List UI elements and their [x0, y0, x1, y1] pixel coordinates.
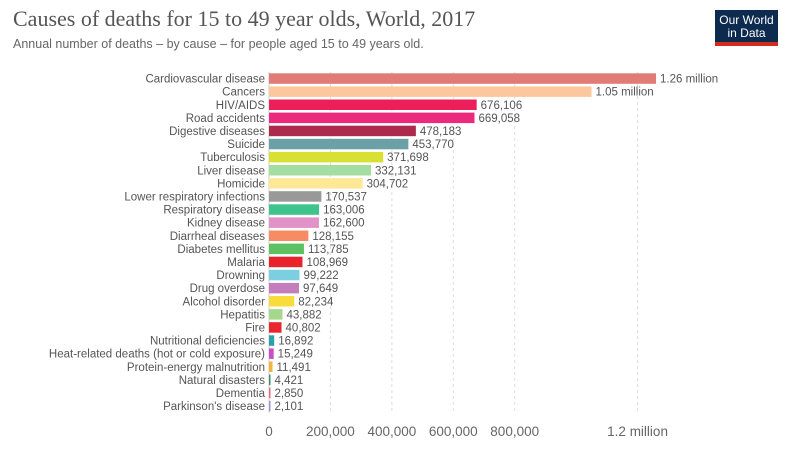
- value-label: 1.05 million: [596, 87, 654, 99]
- value-label: 170,537: [325, 191, 367, 203]
- category-label: Hepatitis: [220, 309, 265, 321]
- bar[interactable]: [269, 217, 319, 228]
- category-label: Diabetes mellitus: [177, 244, 265, 256]
- x-tick-label: 800,000: [490, 424, 539, 439]
- value-label: 162,600: [323, 218, 365, 230]
- x-axis: 0 200,000 400,000 600,000 800,000 1.2 million: [265, 424, 668, 439]
- bar[interactable]: [269, 269, 300, 281]
- category-label: Lower respiratory infections: [124, 191, 265, 203]
- value-label: 4,421: [275, 375, 304, 387]
- category-label: Malaria: [227, 257, 265, 269]
- category-label: Dementia: [216, 388, 266, 400]
- category-label: Kidney disease: [187, 218, 265, 230]
- value-label: 113,785: [308, 244, 349, 256]
- value-label: 108,969: [306, 257, 348, 269]
- bar[interactable]: [269, 204, 320, 215]
- category-label: Alcohol disorder: [183, 296, 266, 308]
- category-label: Digestive diseases: [169, 126, 265, 138]
- value-label: 453,770: [412, 139, 454, 151]
- bar[interactable]: [269, 191, 322, 202]
- bar[interactable]: [269, 73, 656, 84]
- category-label: Nutritional deficiencies: [150, 336, 265, 348]
- value-label: 676,106: [481, 100, 523, 112]
- value-label: 99,222: [303, 270, 338, 282]
- x-tick-label: 200,000: [306, 424, 355, 439]
- chart-subtitle: Annual number of deaths – by cause – for…: [13, 37, 424, 51]
- x-tick-label: 600,000: [429, 424, 478, 439]
- category-label: Cancers: [222, 87, 265, 99]
- value-label: 97,649: [303, 283, 338, 295]
- category-label: Diarrheal diseases: [170, 231, 265, 243]
- bar[interactable]: [269, 151, 384, 163]
- value-label: 11,491: [277, 362, 311, 374]
- bar[interactable]: [269, 348, 274, 359]
- category-label: Drowning: [216, 270, 265, 282]
- value-label: 2,850: [275, 388, 304, 400]
- bar[interactable]: [269, 335, 275, 346]
- chart-title: Causes of deaths for 15 to 49 year olds,…: [13, 6, 476, 31]
- bar[interactable]: [269, 230, 309, 242]
- category-label: Fire: [245, 322, 265, 334]
- value-label: 163,006: [323, 205, 365, 217]
- value-label: 40,802: [286, 322, 321, 334]
- bar[interactable]: [269, 400, 271, 412]
- bar[interactable]: [269, 112, 475, 124]
- bar[interactable]: [269, 309, 283, 320]
- value-label: 1.26 million: [660, 74, 718, 86]
- value-label: 128,155: [312, 231, 354, 243]
- value-label: 82,234: [298, 296, 334, 308]
- bar[interactable]: [269, 86, 592, 97]
- category-label: Road accidents: [186, 113, 266, 125]
- value-label: 16,892: [278, 336, 313, 348]
- category-label: Tuberculosis: [200, 152, 265, 164]
- category-label: Drug overdose: [190, 283, 265, 295]
- value-label: 2,101: [275, 401, 304, 413]
- x-tick-label: 0: [265, 424, 273, 439]
- category-label: Cardiovascular disease: [145, 74, 265, 86]
- value-label: 15,249: [278, 349, 313, 361]
- bar[interactable]: [269, 296, 295, 307]
- bar[interactable]: [269, 387, 271, 399]
- value-label: 478,183: [420, 126, 462, 138]
- bar[interactable]: [269, 374, 271, 386]
- x-tick-label: 400,000: [367, 424, 416, 439]
- bar[interactable]: [269, 138, 409, 150]
- bar[interactable]: [269, 322, 282, 333]
- logo-line-2: in Data: [727, 26, 766, 40]
- category-label: Heat-related deaths (hot or cold exposur…: [49, 349, 265, 361]
- bar[interactable]: [269, 99, 477, 111]
- bar[interactable]: [269, 243, 304, 255]
- category-label: Suicide: [227, 139, 265, 151]
- category-label: Homicide: [217, 178, 265, 190]
- bar[interactable]: [269, 282, 299, 294]
- value-label: 371,698: [387, 152, 429, 164]
- category-label: Protein-energy malnutrition: [127, 362, 265, 374]
- bar[interactable]: [269, 125, 416, 137]
- bar[interactable]: [269, 256, 303, 268]
- value-label: 332,131: [375, 165, 417, 177]
- bar[interactable]: [269, 165, 372, 176]
- logo-line-1: Our World: [719, 13, 774, 27]
- bars: Cardiovascular disease 1.26 million Cancer…: [49, 73, 718, 413]
- category-label: HIV/AIDS: [216, 100, 266, 112]
- x-tick-label: 1.2 million: [607, 424, 668, 439]
- category-label: Liver disease: [197, 165, 265, 177]
- category-label: Parkinson's disease: [163, 401, 265, 413]
- bar[interactable]: [269, 361, 273, 373]
- category-label: Respiratory disease: [163, 205, 265, 217]
- value-label: 43,882: [286, 309, 321, 321]
- our-world-in-data-logo[interactable]: Our World in Data: [715, 10, 778, 46]
- category-label: Natural disasters: [179, 375, 266, 387]
- value-label: 304,702: [367, 178, 409, 190]
- value-label: 669,058: [478, 113, 520, 125]
- bar[interactable]: [269, 178, 363, 189]
